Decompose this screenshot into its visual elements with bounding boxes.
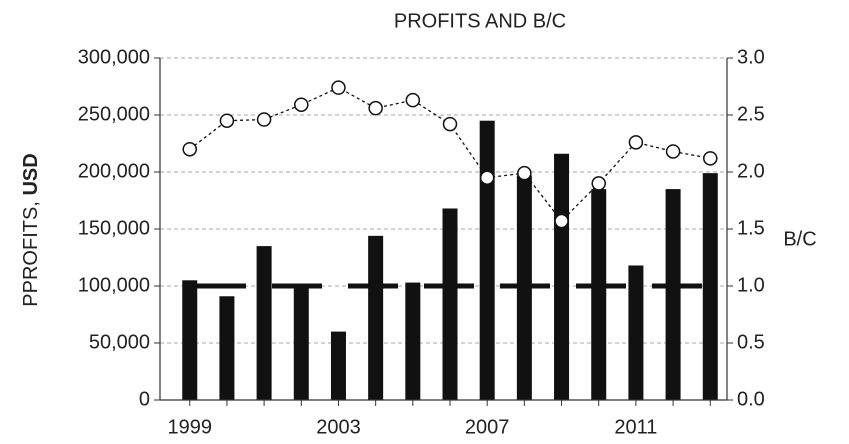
marker	[294, 97, 309, 112]
marker	[256, 112, 272, 127]
bar	[702, 173, 718, 400]
bar	[182, 280, 198, 400]
y-tick-label: 200,000	[78, 160, 150, 182]
marker	[219, 113, 235, 128]
x-tick-label: 1999	[167, 416, 212, 438]
y-tick-label: 150,000	[78, 217, 150, 239]
marker	[517, 165, 532, 181]
bar	[405, 282, 421, 400]
marker	[628, 135, 644, 150]
bar	[256, 246, 272, 400]
marker	[591, 176, 606, 191]
y2-tick-label: 1.0	[737, 274, 765, 296]
y2-tick-label: 0.5	[737, 331, 765, 353]
y-tick-label: 0	[139, 388, 150, 410]
bar	[628, 265, 644, 400]
bar	[554, 153, 570, 400]
y2-tick-label: 2.0	[737, 160, 765, 182]
y2-tick-label: 2.5	[737, 103, 765, 125]
chart-title: PROFITS AND B/C	[394, 10, 566, 32]
bar	[479, 120, 495, 400]
line	[189, 86, 711, 223]
y-tick-label: 300,000	[78, 46, 150, 68]
marker	[442, 116, 458, 132]
y-tick-label: 100,000	[78, 274, 150, 296]
y2-tick-label: 0.0	[737, 388, 765, 410]
marker	[479, 170, 495, 185]
y-axis-label-text: PPROFITS,	[20, 201, 42, 307]
y2-tick-label: 1.5	[737, 217, 765, 239]
y2-tick-label: 3.0	[737, 46, 765, 68]
x-tick-label: 2011	[614, 416, 657, 438]
marker	[182, 141, 197, 157]
marker	[554, 213, 569, 229]
bar	[442, 208, 458, 400]
y-tick-label: 250,000	[78, 103, 150, 125]
marker	[331, 80, 346, 95]
x-tick-label: 2007	[465, 416, 510, 438]
y-tick-label: 50,000	[89, 331, 150, 353]
bar	[665, 189, 681, 400]
bar	[591, 189, 607, 400]
bar	[219, 296, 235, 400]
y-axis-label: PPROFITS, USD	[20, 153, 42, 306]
bar	[293, 286, 309, 400]
marker	[405, 92, 421, 108]
bar	[330, 331, 346, 400]
marker	[665, 144, 681, 159]
marker	[703, 151, 718, 166]
y-axis-label-unit: USD	[20, 153, 42, 195]
bar	[368, 235, 384, 400]
y2-axis-label: B/C	[783, 228, 816, 250]
x-tick-label: 2003	[316, 416, 361, 438]
marker	[368, 100, 383, 116]
